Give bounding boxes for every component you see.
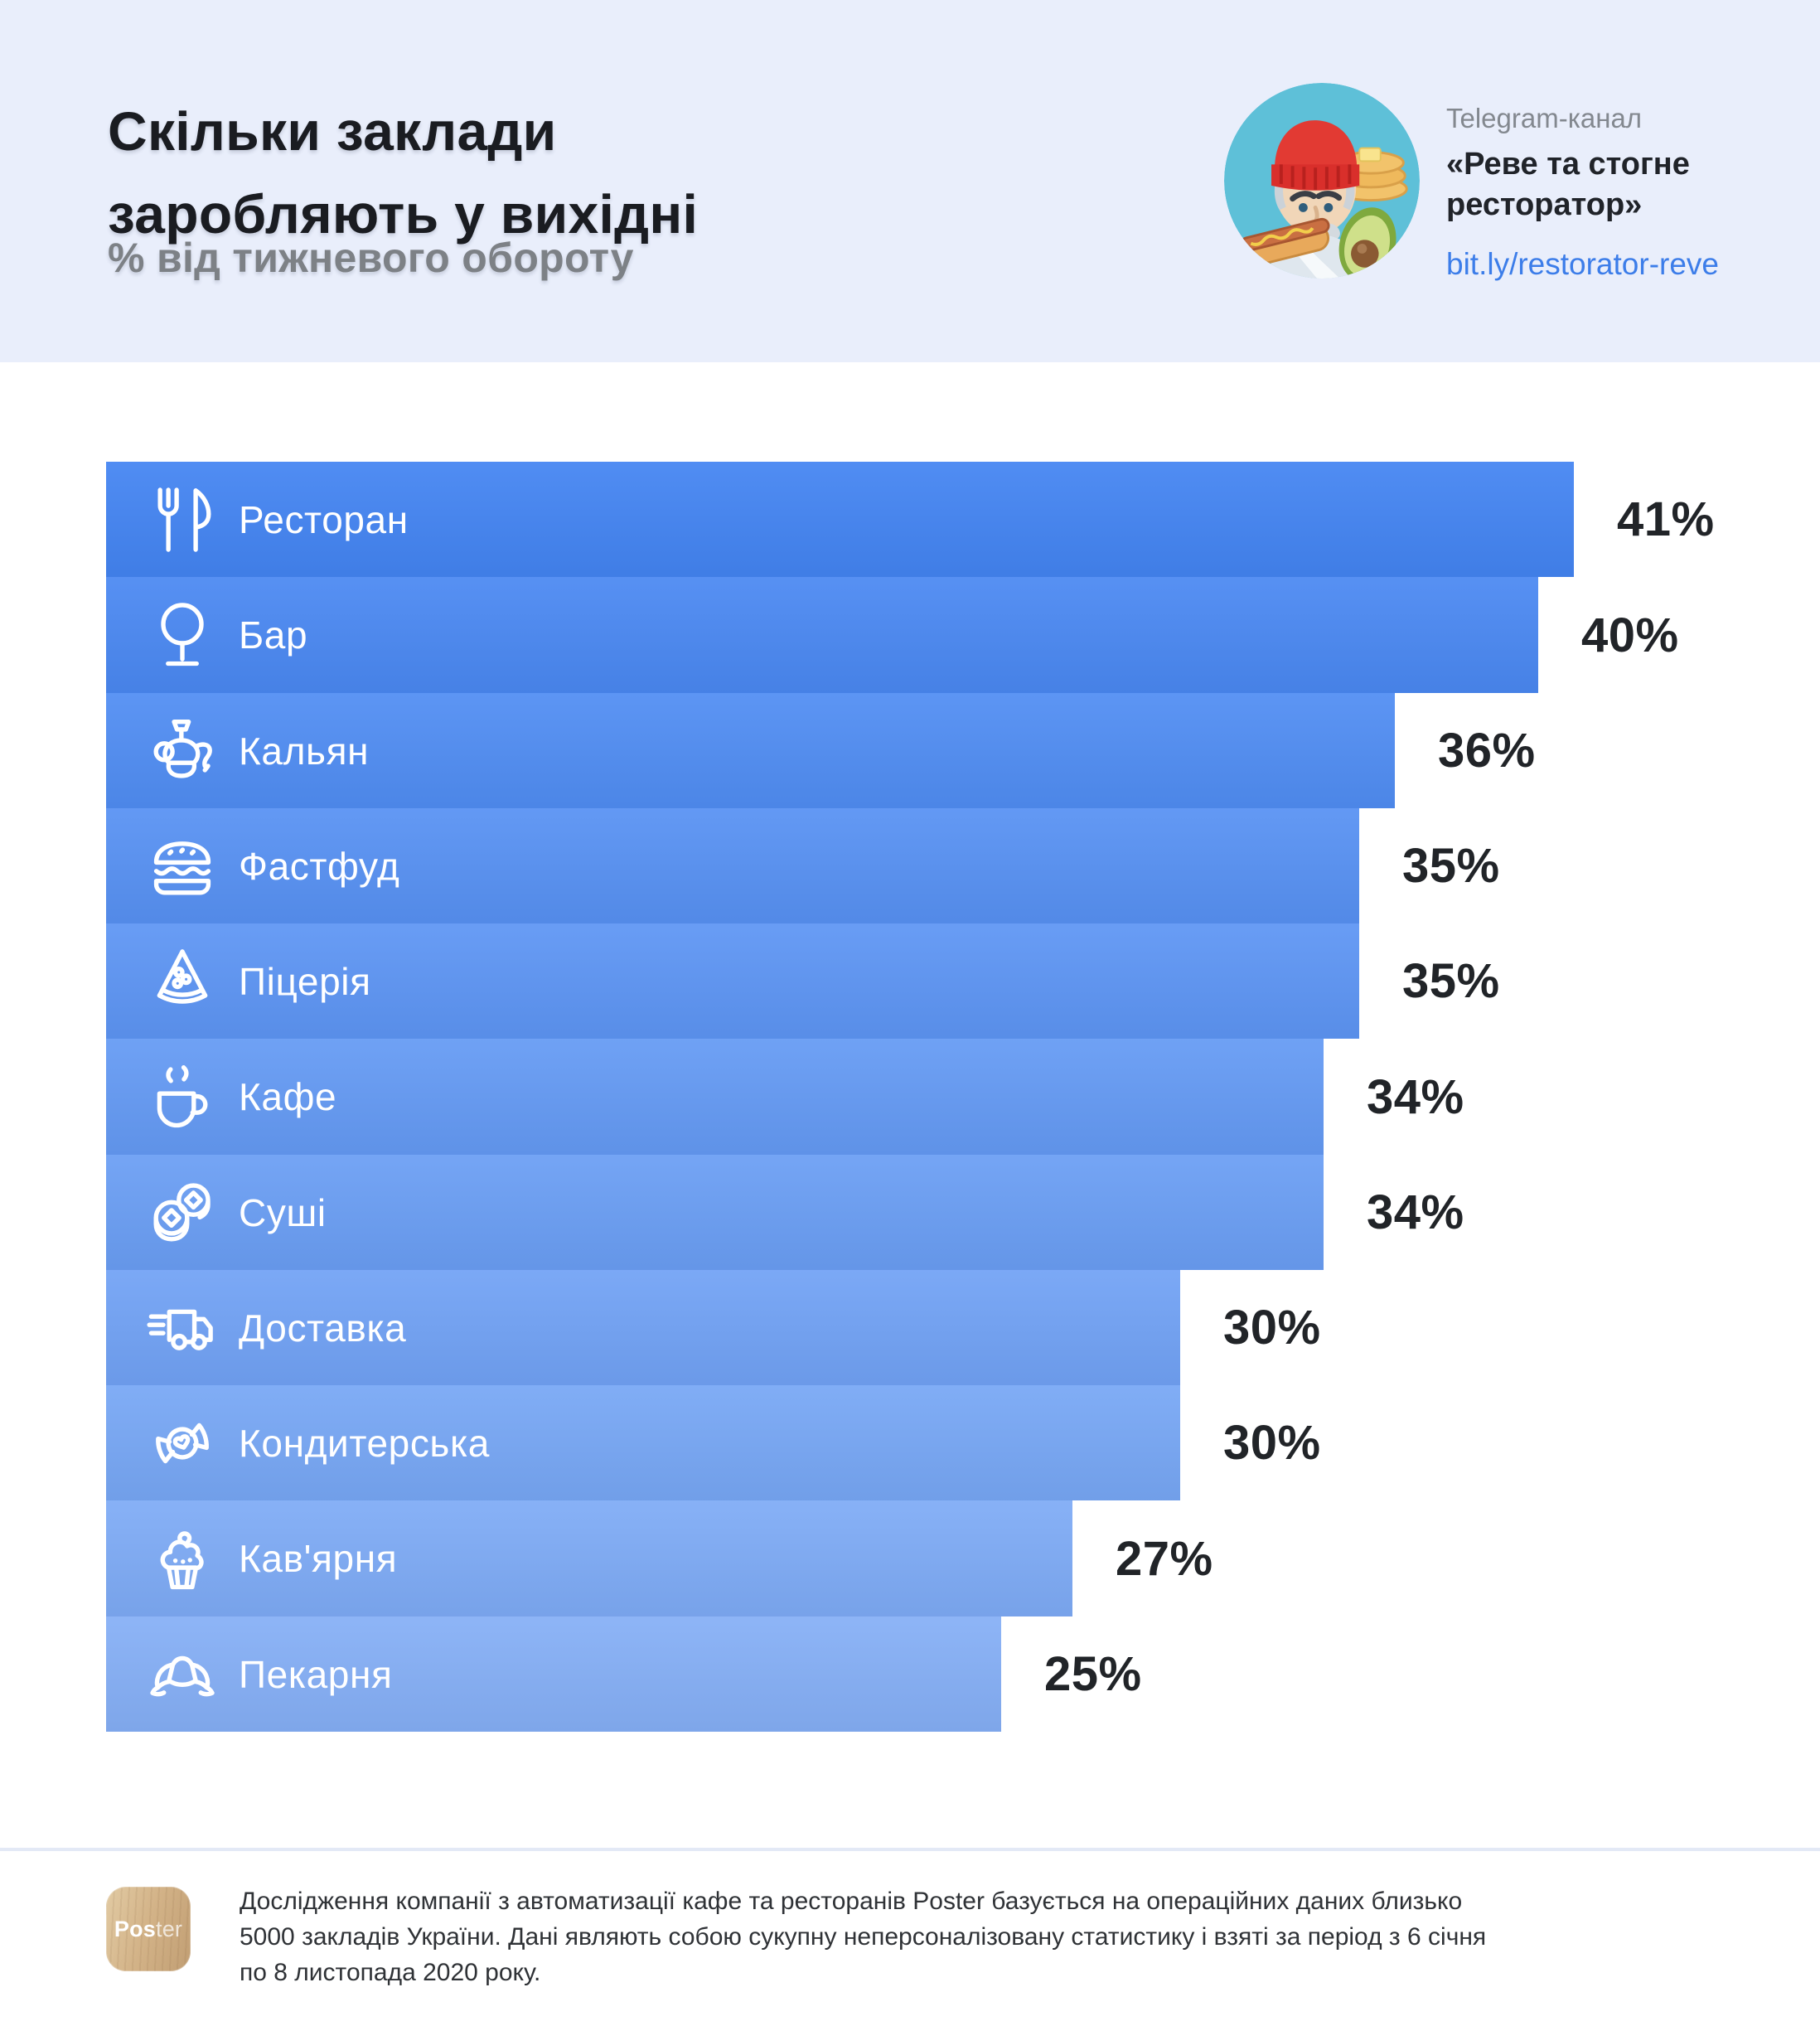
page-title-line1: Скільки заклади [108, 100, 557, 162]
channel-name-line1: «Реве та стогне [1446, 147, 1690, 182]
bar-row: Доставка [106, 1270, 1180, 1385]
bar-row: Піцерія [106, 923, 1359, 1039]
bar-row: Пекарня [106, 1616, 1001, 1732]
bar-label: Кальян [239, 729, 370, 773]
bar-label: Фастфуд [239, 844, 400, 888]
value-label: 40% [1581, 608, 1679, 662]
value-label: 41% [1617, 492, 1715, 546]
sushi-rolls-icon [144, 1175, 220, 1251]
telegram-label: Telegram-канал [1446, 103, 1643, 133]
page-title: Скільки заклади заробляють у вихідні [108, 90, 698, 255]
bar-row: Суші [106, 1155, 1324, 1270]
candy-icon [144, 1405, 220, 1481]
bar-label: Ресторан [239, 497, 409, 541]
footer-divider [0, 1848, 1820, 1851]
poster-logo-text-light: ter [156, 1916, 183, 1941]
red-beanie [1271, 120, 1360, 191]
wine-glass-icon [144, 597, 220, 673]
poster-logo: Poster [106, 1887, 191, 1971]
coffee-cup-icon [144, 1059, 220, 1135]
value-label: 36% [1438, 724, 1536, 778]
bar-row: Кондитерська [106, 1385, 1180, 1500]
value-label: 35% [1402, 954, 1500, 1008]
fork-knife-icon [144, 482, 220, 558]
footer-note: Дослідження компанії з автоматизації каф… [240, 1883, 1486, 1990]
value-label: 34% [1367, 1069, 1464, 1124]
bar-label: Суші [239, 1190, 327, 1234]
value-label: 30% [1223, 1301, 1321, 1355]
cupcake-icon [144, 1520, 220, 1597]
channel-link[interactable]: bit.ly/restorator-reve [1446, 247, 1719, 281]
value-label: 30% [1223, 1416, 1321, 1470]
page-subtitle: % від тижневого обороту [108, 235, 634, 281]
poster-logo-text-bold: Pos [114, 1916, 156, 1941]
value-label: 27% [1116, 1531, 1213, 1586]
footer-note-line3: по 8 листопада 2020 року. [240, 1959, 541, 1986]
poster-logo-text: Poster [114, 1917, 182, 1942]
bar-row: Кальян [106, 693, 1395, 808]
bar-row: Кав'ярня [106, 1500, 1072, 1616]
bar-label: Піцерія [239, 959, 371, 1003]
value-label: 34% [1367, 1185, 1464, 1239]
bar-label: Кондитерська [239, 1421, 490, 1465]
bar-label: Кафе [239, 1075, 337, 1118]
burger-icon [144, 828, 220, 904]
bar-label: Доставка [239, 1306, 407, 1350]
bar-label: Кав'ярня [239, 1537, 398, 1580]
pizza-slice-icon [144, 943, 220, 1020]
value-label: 25% [1044, 1647, 1142, 1701]
bar-label: Бар [239, 613, 308, 657]
delivery-truck-icon [144, 1290, 220, 1366]
bar-row: Фастфуд [106, 808, 1359, 923]
bar-row: Ресторан [106, 462, 1574, 577]
footer-note-line1: Дослідження компанії з автоматизації каф… [240, 1888, 1463, 1915]
croissant-icon [144, 1636, 220, 1713]
bar-row: Кафе [106, 1039, 1324, 1155]
footer-note-line2: 5000 закладів України. Дані являють собо… [240, 1923, 1487, 1951]
header: Скільки заклади заробляють у вихідні % в… [0, 0, 1820, 362]
channel-text: Telegram-канал «Реве та стогне ресторато… [1446, 103, 1745, 282]
channel-name-line2: ресторатор» [1446, 187, 1643, 222]
channel-avatar [1224, 83, 1420, 279]
bar-row: Бар [106, 577, 1538, 693]
value-label: 35% [1402, 839, 1500, 893]
page-title-line2: заробляють у вихідні [108, 183, 699, 245]
bar-label: Пекарня [239, 1652, 393, 1696]
hookah-icon [144, 713, 220, 789]
